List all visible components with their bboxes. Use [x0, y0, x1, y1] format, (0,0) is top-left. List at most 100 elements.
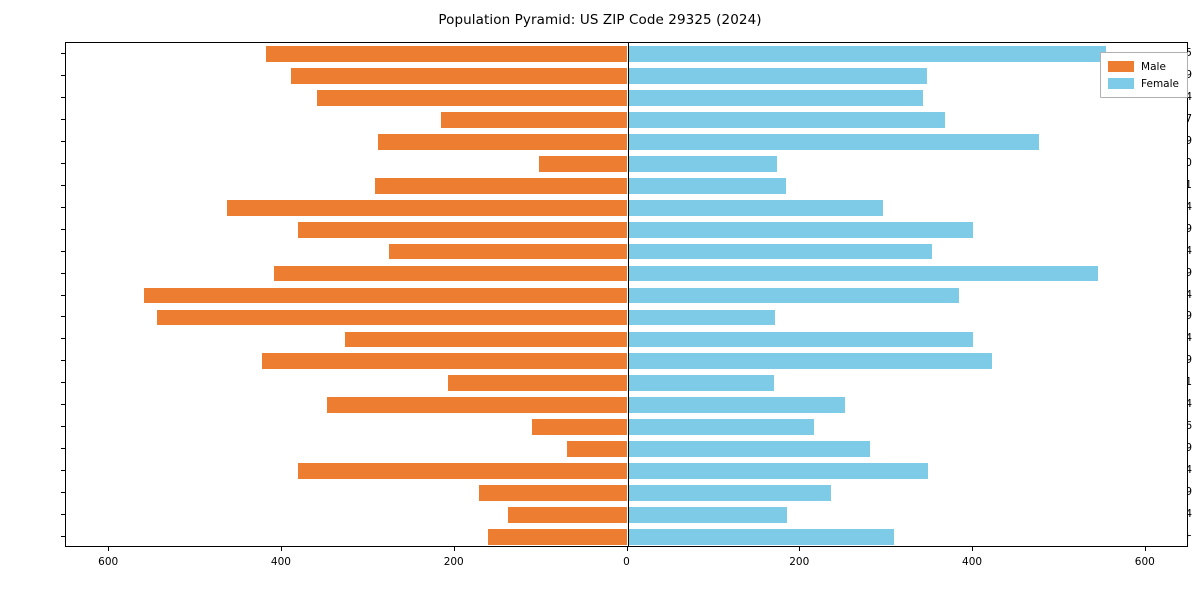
legend-swatch — [1108, 61, 1135, 72]
bar-male[interactable] — [345, 331, 628, 348]
bar-female[interactable] — [627, 243, 933, 260]
zero-axis-line — [627, 43, 629, 546]
bar-female[interactable] — [627, 331, 974, 348]
y-tick-mark — [61, 492, 65, 494]
x-tick-mark — [799, 547, 801, 551]
bar-male[interactable] — [291, 68, 628, 84]
pyramid-row — [66, 309, 1187, 326]
bar-female[interactable] — [627, 485, 831, 501]
y-tick-mark — [61, 140, 65, 142]
pyramid-row — [66, 133, 1187, 150]
legend-item[interactable]: Male — [1108, 58, 1179, 75]
y-tick-mark — [61, 360, 65, 362]
x-tick-label: 0 — [623, 556, 630, 568]
bar-male[interactable] — [143, 287, 628, 304]
pyramid-row — [66, 331, 1187, 348]
y-tick-mark — [61, 228, 65, 230]
pyramid-row — [66, 68, 1187, 84]
bar-female[interactable] — [627, 68, 928, 84]
x-tick-mark — [280, 547, 282, 551]
legend-item[interactable]: Female — [1108, 75, 1179, 92]
y-tick-mark — [61, 162, 65, 164]
bar-female[interactable] — [627, 309, 776, 326]
y-tick-mark — [61, 184, 65, 186]
bar-female[interactable] — [627, 463, 929, 480]
pyramid-row — [66, 397, 1187, 414]
bar-male[interactable] — [440, 111, 628, 128]
bar-male[interactable] — [326, 397, 628, 414]
y-tick-mark — [61, 118, 65, 120]
bar-male[interactable] — [532, 419, 628, 436]
y-tick-mark — [61, 426, 65, 428]
bar-female[interactable] — [627, 353, 993, 370]
pyramid-row — [66, 89, 1187, 106]
pyramid-row — [66, 419, 1187, 436]
bar-male[interactable] — [265, 46, 628, 62]
pyramid-row — [66, 375, 1187, 392]
pyramid-row — [66, 485, 1187, 501]
y-tick-mark — [61, 316, 65, 318]
bar-female[interactable] — [627, 177, 786, 194]
pyramid-row — [66, 353, 1187, 370]
chart-title: Population Pyramid: US ZIP Code 29325 (2… — [438, 12, 762, 28]
bar-female[interactable] — [627, 133, 1039, 150]
x-tick-mark — [453, 547, 455, 551]
bar-male[interactable] — [478, 485, 628, 501]
bar-male[interactable] — [316, 89, 628, 106]
legend[interactable]: Male Female — [1100, 52, 1188, 98]
bar-female[interactable] — [627, 111, 945, 128]
bar-female[interactable] — [627, 265, 1099, 282]
bar-male[interactable] — [156, 309, 628, 326]
y-tick-mark — [61, 74, 65, 76]
bar-male[interactable] — [539, 155, 628, 172]
y-tick-mark — [61, 338, 65, 340]
bar-female[interactable] — [627, 529, 894, 545]
x-tick-label: 600 — [1134, 556, 1155, 568]
x-tick-label: 200 — [789, 556, 810, 568]
bar-female[interactable] — [627, 46, 1107, 62]
bar-male[interactable] — [274, 265, 628, 282]
bar-female[interactable] — [627, 375, 775, 392]
y-tick-mark — [61, 52, 65, 54]
y-tick-mark — [61, 206, 65, 208]
bar-female[interactable] — [627, 89, 923, 106]
y-tick-mark — [61, 96, 65, 98]
pyramid-row — [66, 243, 1187, 260]
bar-male[interactable] — [262, 353, 628, 370]
bar-male[interactable] — [298, 221, 628, 238]
bar-male[interactable] — [567, 441, 628, 458]
pyramid-row — [66, 287, 1187, 304]
x-tick-label: 200 — [443, 556, 464, 568]
bar-female[interactable] — [627, 221, 974, 238]
x-tick-mark — [108, 547, 110, 551]
bar-female[interactable] — [627, 441, 871, 458]
pyramid-row — [66, 441, 1187, 458]
plot-area — [65, 42, 1188, 547]
pyramid-row — [66, 46, 1187, 62]
y-tick-mark — [61, 272, 65, 274]
pyramid-row — [66, 199, 1187, 216]
bar-male[interactable] — [297, 463, 628, 480]
bar-male[interactable] — [389, 243, 628, 260]
y-tick-mark — [61, 470, 65, 472]
bar-female[interactable] — [627, 199, 884, 216]
bar-male[interactable] — [377, 133, 628, 150]
bar-female[interactable] — [627, 507, 788, 523]
y-tick-mark — [61, 250, 65, 252]
y-tick-mark — [61, 536, 65, 538]
bar-male[interactable] — [375, 177, 628, 194]
bar-female[interactable] — [627, 155, 777, 172]
pyramid-row — [66, 155, 1187, 172]
x-tick-mark — [972, 547, 974, 551]
pyramid-row — [66, 111, 1187, 128]
y-tick-mark — [61, 294, 65, 296]
bar-female[interactable] — [627, 419, 815, 436]
bar-male[interactable] — [226, 199, 628, 216]
bar-male[interactable] — [447, 375, 628, 392]
x-tick-label: 400 — [270, 556, 291, 568]
bar-female[interactable] — [627, 287, 960, 304]
bar-female[interactable] — [627, 397, 846, 414]
bar-male[interactable] — [488, 529, 628, 545]
bar-male[interactable] — [508, 507, 628, 523]
x-tick-mark — [1144, 547, 1146, 551]
